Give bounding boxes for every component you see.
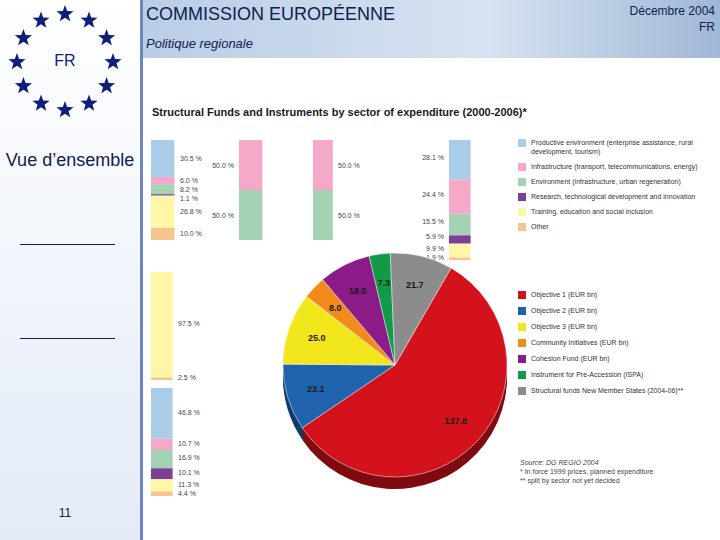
html-text:Décembre 2004: Décembre 2004 — [629, 4, 715, 18]
html-text:Infrastructure (transport, tel: Infrastructure (transport, telecommunica… — [531, 163, 698, 170]
html-text:Research, technological develo: Research, technological development and … — [531, 193, 696, 200]
svg-text:97.5 %: 97.5 % — [178, 320, 200, 327]
html-text:COMMISSION EUROPÉENNE: COMMISSION EUROPÉENNE — [146, 4, 395, 24]
svg-text:50.0 %: 50.0 % — [212, 162, 234, 169]
html-text:Other: Other — [531, 223, 549, 230]
svg-text:26.8 %: 26.8 % — [180, 208, 202, 215]
html-text:** split by sector not yet dec: ** split by sector not yet decided — [520, 477, 620, 484]
svg-text:16.9 %: 16.9 % — [178, 454, 200, 461]
svg-text:4.4 %: 4.4 % — [178, 490, 196, 497]
html-text:11: 11 — [58, 506, 72, 520]
svg-text:10.7 %: 10.7 % — [178, 440, 200, 447]
svg-text:10.1 %: 10.1 % — [178, 469, 200, 476]
svg-text:50.0 %: 50.0 % — [338, 212, 360, 219]
svg-text:8.2 %: 8.2 % — [180, 186, 198, 193]
html-text:Objective 2 (EUR bn): Objective 2 (EUR bn) — [531, 307, 598, 314]
svg-text:23.1: 23.1 — [307, 384, 325, 394]
html-text:Training, education and social: Training, education and social inclusion — [531, 208, 653, 215]
svg-text:7.3: 7.3 — [377, 278, 390, 288]
svg-text:25.0: 25.0 — [308, 333, 326, 343]
svg-text:9.9 %: 9.9 % — [426, 245, 444, 252]
svg-text:11.3 %: 11.3 % — [178, 481, 199, 488]
html-text:Source: DG REGIO 2004: Source: DG REGIO 2004 — [520, 459, 599, 466]
html-text:Environment (infrastructure, u: Environment (infrastructure, urban regen… — [531, 178, 681, 185]
html-text:FR: FR — [699, 20, 715, 34]
html-text:Vue d’ensemble: Vue d’ensemble — [5, 150, 135, 170]
html-text:Cohesion Fund (EUR bn): Cohesion Fund (EUR bn) — [531, 355, 610, 362]
svg-text:21.7: 21.7 — [406, 280, 424, 290]
svg-text:1.9 %: 1.9 % — [426, 253, 444, 261]
html-text:Objective 3 (EUR bn): Objective 3 (EUR bn) — [531, 323, 598, 330]
html-text:FR: FR — [54, 52, 76, 69]
svg-text:8.0: 8.0 — [329, 303, 342, 313]
svg-text:6.0 %: 6.0 % — [180, 177, 198, 184]
svg-text:1.1 %: 1.1 % — [180, 195, 198, 202]
svg-text:2.5 %: 2.5 % — [178, 374, 196, 381]
svg-text:24.4 %: 24.4 % — [422, 191, 444, 198]
svg-text:5.9 %: 5.9 % — [426, 233, 444, 240]
svg-text:50.0 %: 50.0 % — [338, 162, 360, 169]
svg-text:18.0: 18.0 — [349, 286, 367, 296]
svg-text:28.1 %: 28.1 % — [422, 154, 444, 161]
html-text:* In force 1999 prices, planne: * In force 1999 prices, planned expendit… — [520, 468, 654, 475]
html-text:Politique regionale: Politique regionale — [146, 36, 253, 51]
html-text:Productive environment (enterp: Productive environment (enterprise assis… — [531, 139, 693, 155]
svg-text:10.0 %: 10.0 % — [180, 230, 202, 237]
html-text:Structural Funds and Instrumen: Structural Funds and Instruments by sect… — [152, 106, 527, 118]
html-text:Community Initiatives (EUR bn): Community Initiatives (EUR bn) — [531, 339, 629, 346]
html-text:Objective 1 (EUR bn): Objective 1 (EUR bn) — [531, 291, 598, 298]
svg-text:46.8 %: 46.8 % — [178, 409, 200, 416]
svg-text:50.0 %: 50.0 % — [212, 212, 234, 219]
svg-text:15.5 %: 15.5 % — [422, 218, 444, 225]
html-text:Structural funds New Member St: Structural funds New Member States (2004… — [531, 387, 684, 394]
svg-text:30.5 %: 30.5 % — [180, 155, 202, 162]
svg-text:137.8: 137.8 — [444, 416, 467, 426]
html-text:Instrument for Pre-Accession (: Instrument for Pre-Accession (ISPA) — [531, 371, 644, 378]
